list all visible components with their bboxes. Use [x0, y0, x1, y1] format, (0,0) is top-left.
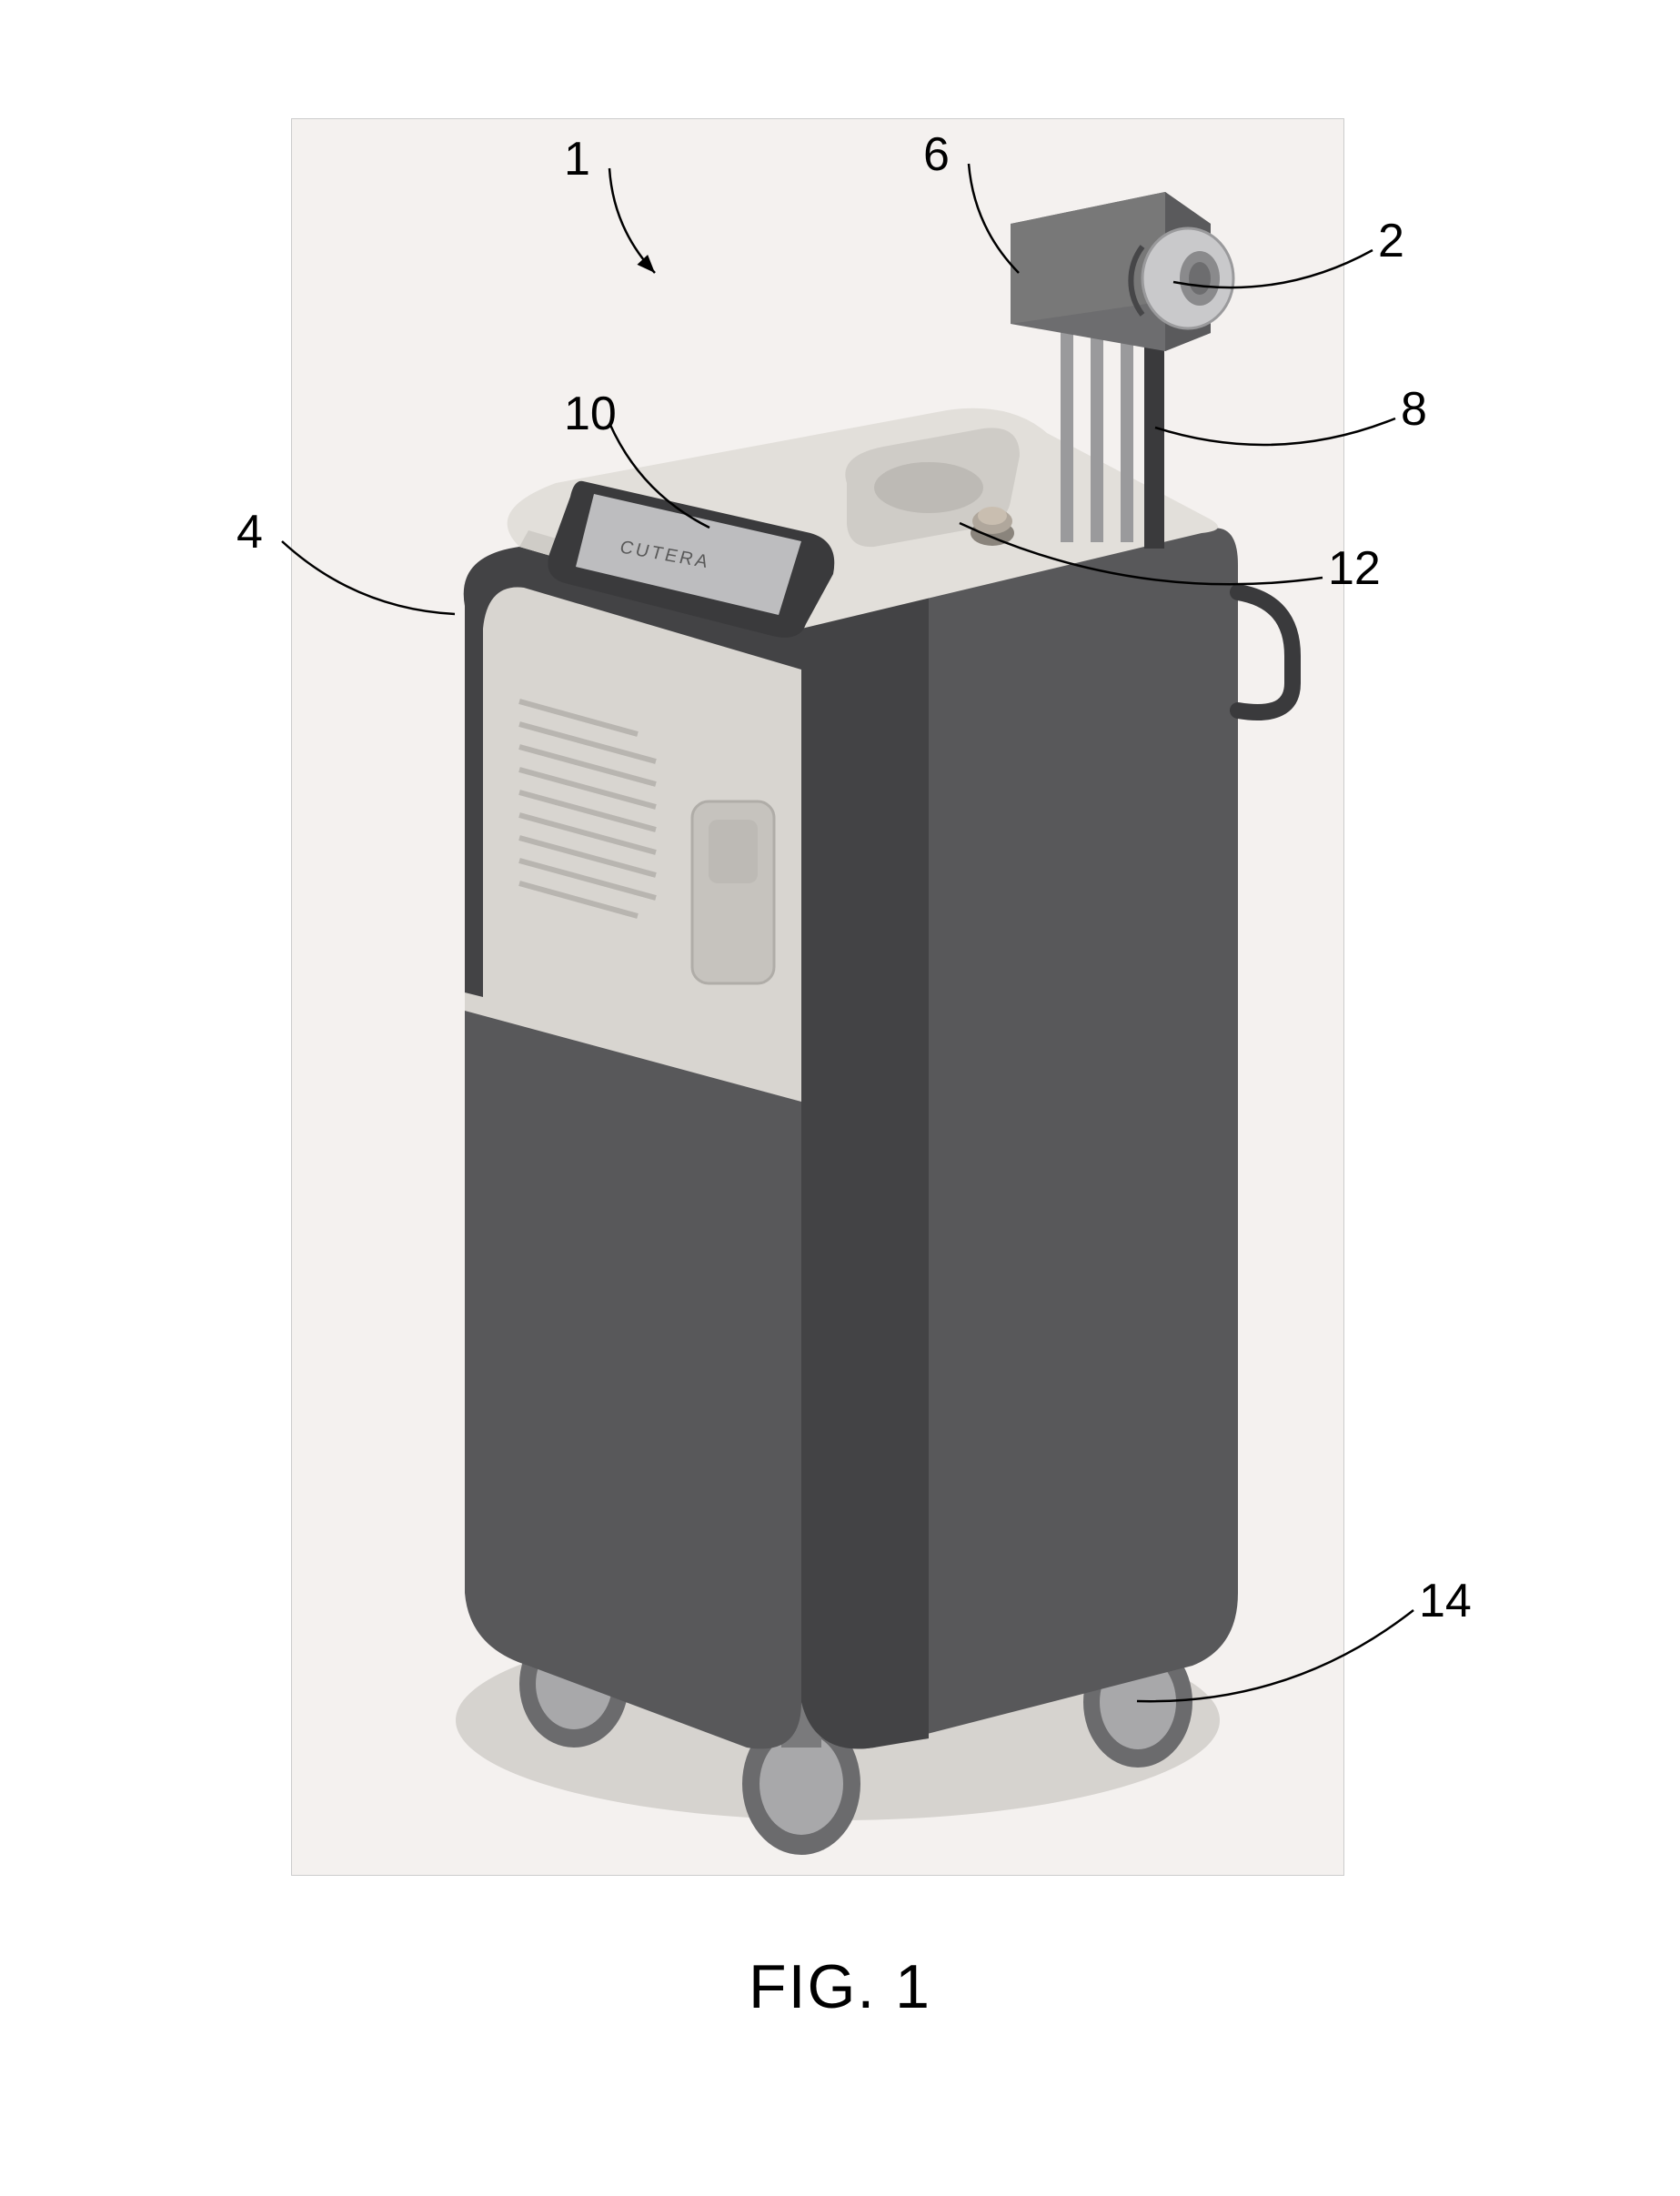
- callout-label-6: 6: [923, 127, 950, 182]
- figure-image: CUTERA: [291, 118, 1344, 1876]
- callout-label-2: 2: [1378, 214, 1404, 268]
- figure-caption: FIG. 1: [0, 1951, 1680, 2022]
- callout-label-1: 1: [564, 132, 590, 186]
- callout-label-8: 8: [1401, 382, 1427, 437]
- callout-label-4: 4: [236, 505, 263, 559]
- callout-label-12: 12: [1328, 541, 1381, 596]
- callout-label-10: 10: [564, 387, 617, 441]
- page: CUTERA 1 6 2 10 4 8 12 14 FIG. 1: [0, 0, 1680, 2196]
- callout-label-14: 14: [1419, 1574, 1472, 1628]
- device-illustration: [292, 119, 1343, 1875]
